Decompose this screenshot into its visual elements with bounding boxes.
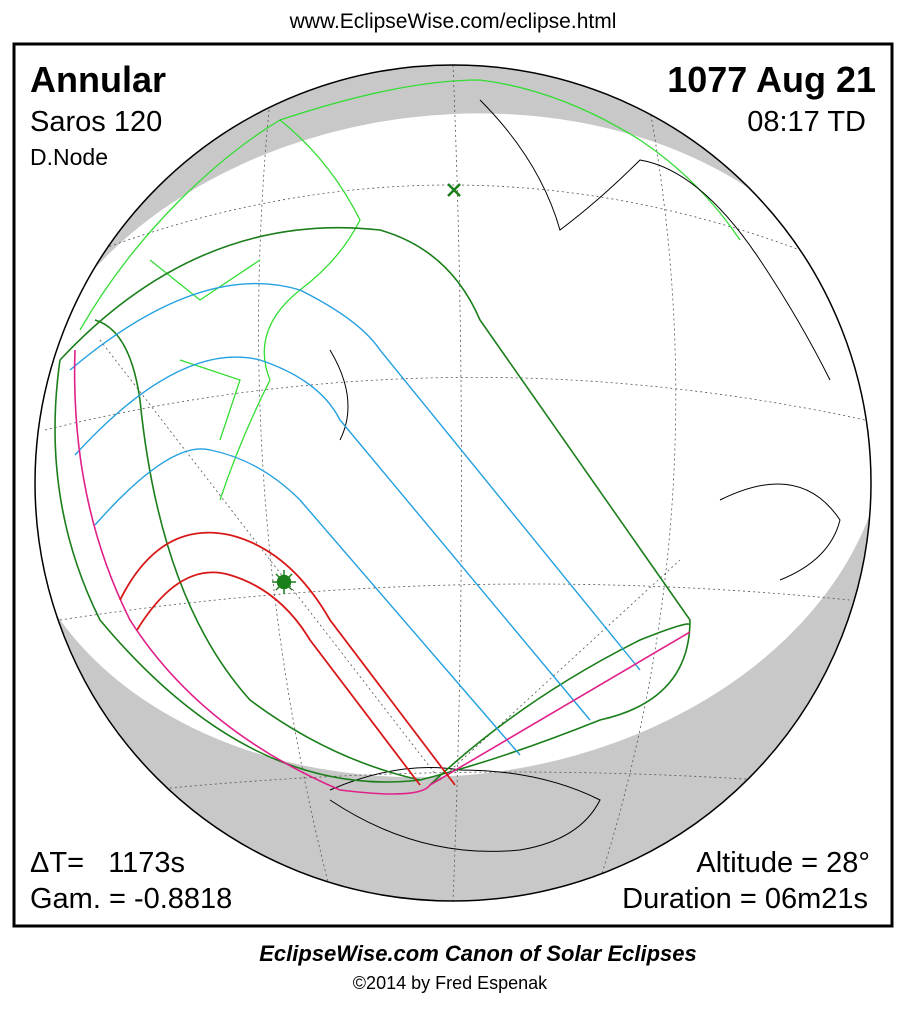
globe-outline — [34, 64, 872, 902]
greatest-eclipse — [272, 570, 296, 594]
eclipse-type: Annular — [30, 59, 166, 100]
time: 08:17 TD — [747, 106, 866, 138]
duration: Duration = 06m21s — [622, 883, 868, 915]
sub-solar-point — [447, 183, 461, 197]
contours — [69, 282, 641, 756]
annular-path — [119, 531, 456, 786]
node: D.Node — [30, 144, 108, 170]
saros: Saros 120 — [30, 106, 162, 138]
footer-credit: ©2014 by Fred Espenak — [353, 973, 548, 993]
footer-title: EclipseWise.com Canon of Solar Eclipses — [259, 941, 697, 966]
coastlines — [329, 99, 841, 852]
header-url: www.EclipseWise.com/eclipse.html — [289, 10, 617, 33]
penumbra-limits — [54, 226, 691, 786]
gamma: Gam. = -0.8818 — [30, 883, 232, 915]
globe — [35, 65, 871, 901]
altitude: Altitude = 28° — [696, 847, 870, 879]
delta-t: ΔT= 1173s — [30, 847, 185, 879]
date: 1077 Aug 21 — [667, 59, 876, 100]
limit-curve — [73, 349, 691, 795]
